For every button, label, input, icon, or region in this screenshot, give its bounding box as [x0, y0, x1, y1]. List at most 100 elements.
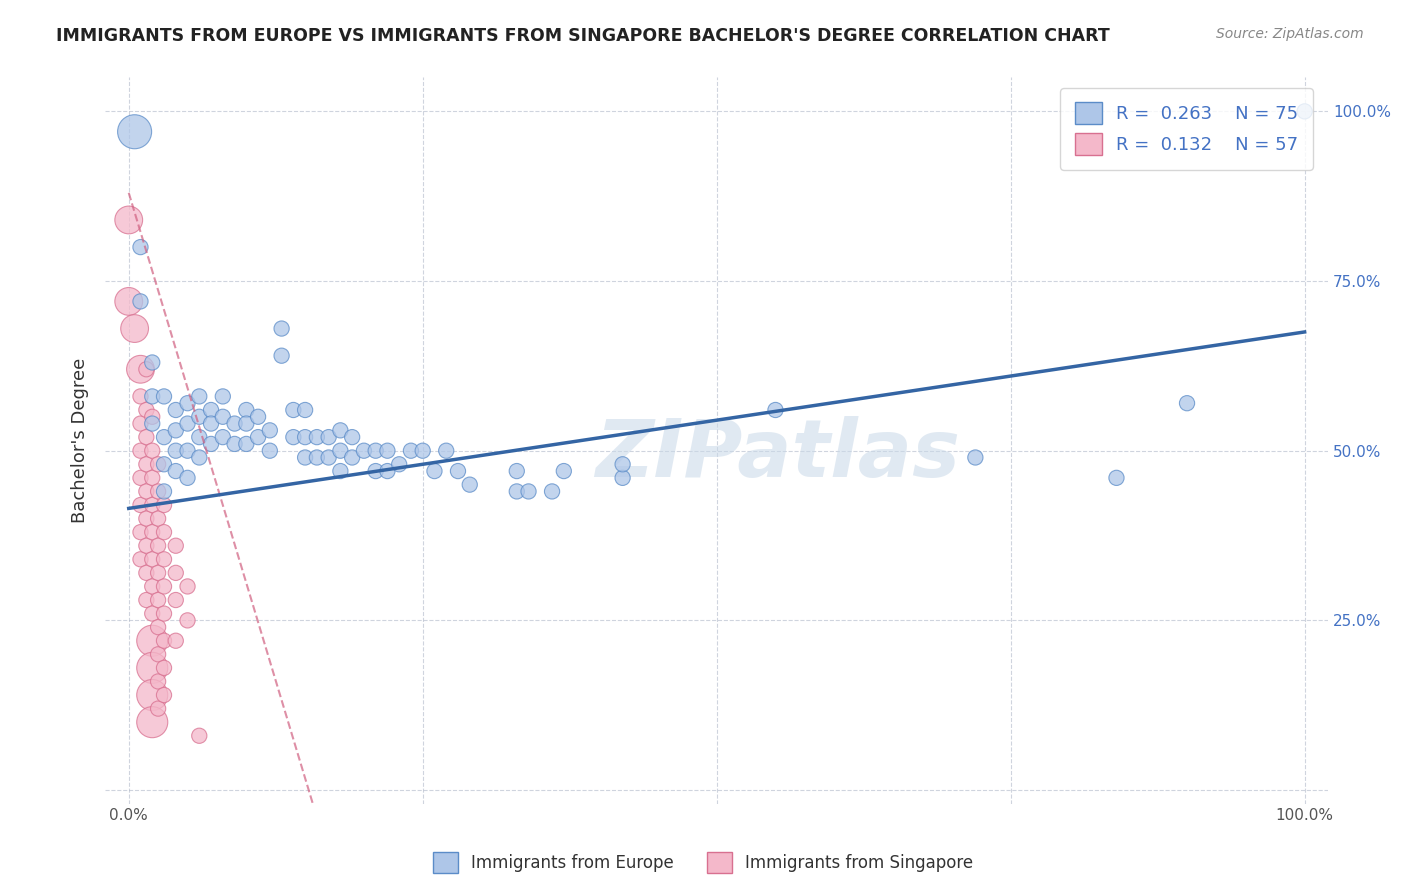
Point — [135, 566, 157, 580]
Point — [146, 484, 169, 499]
Point — [506, 464, 529, 478]
Point — [412, 443, 434, 458]
Legend: Immigrants from Europe, Immigrants from Singapore: Immigrants from Europe, Immigrants from … — [426, 846, 980, 880]
Point — [153, 430, 176, 444]
Point — [141, 355, 163, 369]
Point — [141, 417, 163, 431]
Point — [146, 648, 169, 662]
Point — [188, 389, 211, 403]
Point — [211, 430, 233, 444]
Point — [188, 430, 211, 444]
Point — [188, 729, 211, 743]
Point — [458, 477, 481, 491]
Point — [135, 457, 157, 471]
Point — [329, 464, 352, 478]
Point — [141, 409, 163, 424]
Point — [165, 403, 187, 417]
Point — [141, 607, 163, 621]
Point — [353, 443, 375, 458]
Point — [612, 457, 634, 471]
Point — [153, 688, 176, 702]
Point — [129, 294, 152, 309]
Point — [364, 443, 387, 458]
Point — [965, 450, 987, 465]
Point — [211, 409, 233, 424]
Point — [188, 409, 211, 424]
Point — [146, 457, 169, 471]
Point — [1105, 471, 1128, 485]
Point — [517, 484, 540, 499]
Point — [141, 579, 163, 593]
Point — [141, 498, 163, 512]
Point — [388, 457, 411, 471]
Point — [188, 450, 211, 465]
Point — [270, 349, 292, 363]
Point — [211, 389, 233, 403]
Point — [434, 443, 457, 458]
Point — [153, 389, 176, 403]
Point — [146, 701, 169, 715]
Point — [423, 464, 446, 478]
Point — [135, 430, 157, 444]
Point — [270, 321, 292, 335]
Point — [247, 409, 270, 424]
Point — [165, 423, 187, 437]
Point — [141, 443, 163, 458]
Point — [165, 539, 187, 553]
Point — [247, 430, 270, 444]
Point — [224, 417, 246, 431]
Point — [506, 484, 529, 499]
Point — [153, 633, 176, 648]
Point — [176, 396, 198, 410]
Point — [129, 389, 152, 403]
Point — [294, 430, 316, 444]
Point — [165, 593, 187, 607]
Point — [153, 498, 176, 512]
Point — [165, 566, 187, 580]
Point — [135, 484, 157, 499]
Point — [129, 240, 152, 254]
Point — [135, 593, 157, 607]
Point — [200, 417, 222, 431]
Text: ZIPatlas: ZIPatlas — [595, 416, 960, 494]
Point — [124, 321, 146, 335]
Point — [553, 464, 575, 478]
Point — [153, 579, 176, 593]
Point — [165, 443, 187, 458]
Legend: R =  0.263    N = 75, R =  0.132    N = 57: R = 0.263 N = 75, R = 0.132 N = 57 — [1060, 88, 1313, 169]
Point — [141, 471, 163, 485]
Point — [141, 525, 163, 540]
Point — [153, 457, 176, 471]
Point — [318, 450, 340, 465]
Point — [1175, 396, 1198, 410]
Point — [294, 450, 316, 465]
Point — [118, 213, 141, 227]
Point — [377, 464, 399, 478]
Point — [141, 389, 163, 403]
Point — [153, 607, 176, 621]
Point — [141, 715, 163, 730]
Point — [224, 437, 246, 451]
Text: IMMIGRANTS FROM EUROPE VS IMMIGRANTS FROM SINGAPORE BACHELOR'S DEGREE CORRELATIO: IMMIGRANTS FROM EUROPE VS IMMIGRANTS FRO… — [56, 27, 1109, 45]
Point — [259, 443, 281, 458]
Point — [129, 525, 152, 540]
Point — [146, 593, 169, 607]
Point — [176, 613, 198, 627]
Point — [141, 552, 163, 566]
Point — [135, 511, 157, 525]
Point — [447, 464, 470, 478]
Point — [129, 471, 152, 485]
Point — [153, 552, 176, 566]
Point — [1294, 104, 1316, 119]
Point — [129, 443, 152, 458]
Text: Source: ZipAtlas.com: Source: ZipAtlas.com — [1216, 27, 1364, 41]
Point — [129, 362, 152, 376]
Point — [283, 430, 305, 444]
Point — [153, 484, 176, 499]
Point — [165, 633, 187, 648]
Point — [141, 661, 163, 675]
Point — [541, 484, 564, 499]
Point — [165, 464, 187, 478]
Point — [305, 430, 328, 444]
Point — [283, 403, 305, 417]
